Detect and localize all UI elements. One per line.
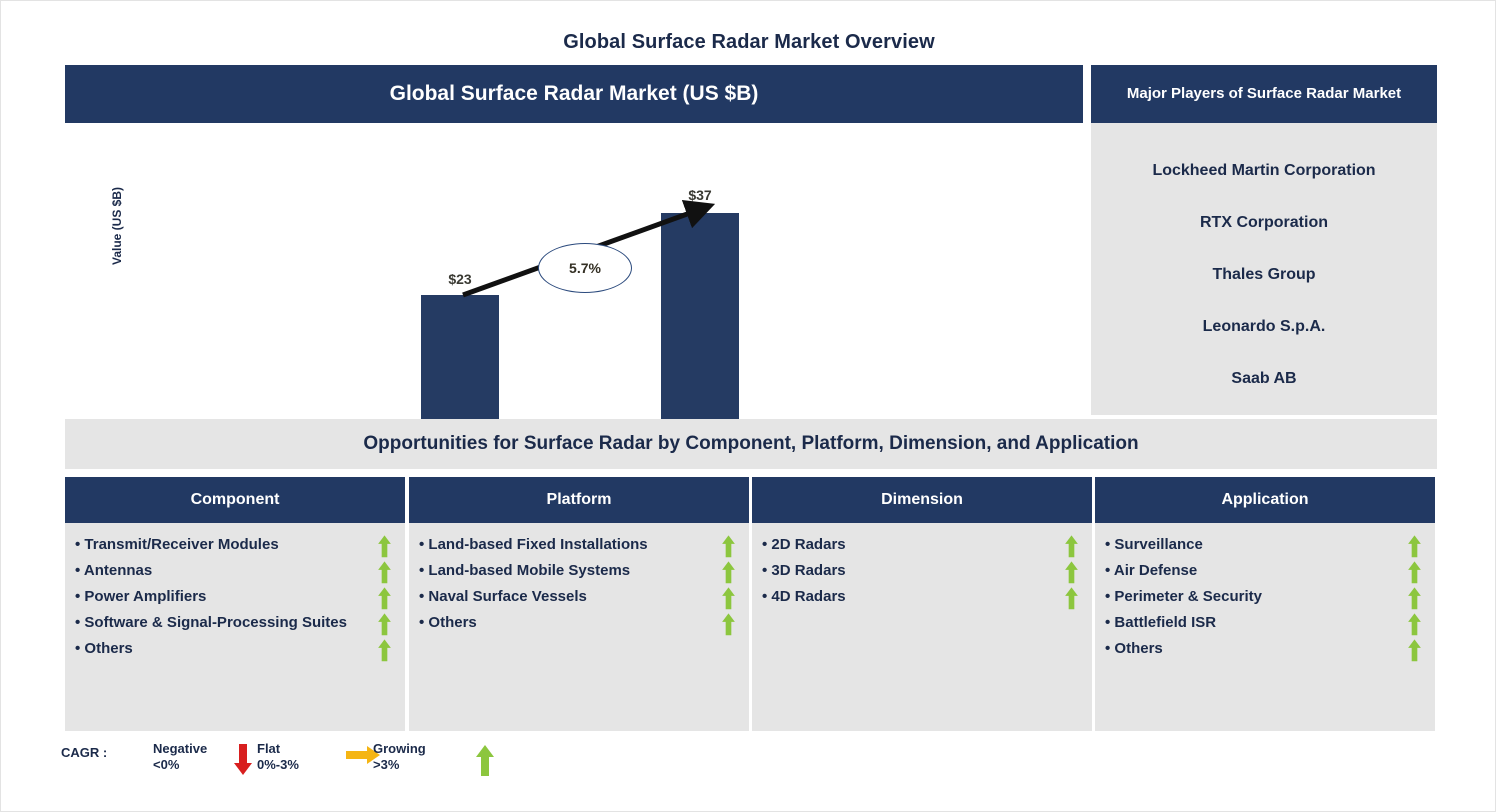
list-item-label: • Land-based Mobile Systems xyxy=(419,562,631,579)
legend-entry-flat: Flat 0%-3% xyxy=(257,741,299,774)
list-item: • Air Defense xyxy=(1103,560,1425,584)
cagr-callout: 5.7% xyxy=(538,243,632,293)
arrow-up-icon xyxy=(373,638,395,662)
list-item: • Power Amplifiers xyxy=(73,586,395,610)
list-item-label: • Air Defense xyxy=(1105,562,1198,579)
legend-entry-growing: Growing >3% xyxy=(373,741,426,774)
column-application: Application • Surveillance • Air Defense •… xyxy=(1095,477,1435,731)
opportunities-columns: Component • Transmit/Receiver Modules • A… xyxy=(65,477,1437,731)
legend-label: Negative xyxy=(153,741,208,756)
column-platform: Platform • Land-based Fixed Installation… xyxy=(409,477,749,731)
list-item: • Antennas xyxy=(73,560,395,584)
arrow-up-icon xyxy=(1060,586,1082,610)
list-item: • Perimeter & Security xyxy=(1103,586,1425,610)
list-item-label: • Naval Surface Vessels xyxy=(419,588,587,605)
arrow-up-icon xyxy=(1403,586,1425,610)
column-header: Application xyxy=(1095,477,1435,523)
arrow-up-icon xyxy=(476,745,494,776)
list-item-label: • Power Amplifiers xyxy=(75,588,207,605)
arrow-up-icon xyxy=(373,560,395,584)
list-item: Saab AB xyxy=(1231,370,1297,387)
column-header: Component xyxy=(65,477,405,523)
list-item: Thales Group xyxy=(1212,266,1316,283)
chart-y-axis-label: Value (US $B) xyxy=(110,186,124,266)
arrow-down-icon xyxy=(234,744,252,775)
bar-value-2026: $23 xyxy=(448,271,472,287)
arrow-up-icon xyxy=(717,612,739,636)
column-body: • Surveillance • Air Defense • Perimeter &… xyxy=(1095,523,1435,731)
list-item-label: • Battlefield ISR xyxy=(1105,614,1217,631)
list-item-label: • 2D Radars xyxy=(762,536,846,553)
legend-label: Growing xyxy=(373,741,426,756)
list-item: RTX Corporation xyxy=(1200,214,1328,231)
arrow-up-icon xyxy=(373,534,395,558)
legend-entry-negative: Negative <0% xyxy=(153,741,207,774)
list-item: • Others xyxy=(73,638,395,662)
cagr-legend: CAGR : Negative <0% Flat 0%-3% Growing >… xyxy=(61,741,581,791)
arrow-up-icon xyxy=(717,586,739,610)
list-item-label: • Land-based Fixed Installations xyxy=(419,536,648,553)
arrow-up-icon xyxy=(1403,638,1425,662)
list-item-label: • Others xyxy=(75,640,133,657)
list-item: • 3D Radars xyxy=(760,560,1082,584)
legend-range: <0% xyxy=(153,757,180,773)
major-players-panel: Major Players of Surface Radar Market Lo… xyxy=(1091,65,1437,415)
list-item: Leonardo S.p.A. xyxy=(1202,318,1326,335)
list-item: • Transmit/Receiver Modules xyxy=(73,534,395,558)
column-body: • Land-based Fixed Installations • Land-b… xyxy=(409,523,749,731)
market-chart-panel: Global Surface Radar Market (US $B) Valu… xyxy=(65,65,1083,467)
arrow-up-icon xyxy=(717,534,739,558)
list-item: • Land-based Mobile Systems xyxy=(417,560,739,584)
legend-range: 0%-3% xyxy=(257,757,299,773)
list-item: • Others xyxy=(417,612,739,636)
page-title: Global Surface Radar Market Overview xyxy=(563,31,935,53)
bar-value-2035: $37 xyxy=(688,187,712,203)
arrow-up-icon xyxy=(1060,534,1082,558)
arrow-up-icon xyxy=(373,586,395,610)
arrow-up-icon xyxy=(1403,534,1425,558)
column-header: Dimension xyxy=(752,477,1092,523)
list-item-label: • Perimeter & Security xyxy=(1105,588,1262,605)
legend-range: >3% xyxy=(373,757,400,773)
column-body: • 2D Radars • 3D Radars • 4D Radars xyxy=(752,523,1092,731)
cagr-legend-title: CAGR : xyxy=(61,745,108,760)
opportunities-banner: Opportunities for Surface Radar by Compo… xyxy=(65,419,1437,469)
arrow-up-icon xyxy=(373,612,395,636)
bar-2035 xyxy=(661,213,739,423)
arrow-up-icon xyxy=(717,560,739,584)
list-item: • 4D Radars xyxy=(760,586,1082,610)
list-item-label: • Transmit/Receiver Modules xyxy=(75,536,279,553)
list-item: • Others xyxy=(1103,638,1425,662)
major-players-list: Lockheed Martin Corporation RTX Corporat… xyxy=(1091,123,1437,415)
market-chart-plot: Value (US $B) $23 $37 2026 2035 5.7% Sou… xyxy=(65,123,1083,467)
list-item: • Battlefield ISR xyxy=(1103,612,1425,636)
arrow-right-icon xyxy=(346,746,380,764)
column-component: Component • Transmit/Receiver Modules • A… xyxy=(65,477,405,731)
list-item-label: • Software & Signal-Processing Suites xyxy=(75,614,347,631)
arrow-up-icon xyxy=(1060,560,1082,584)
legend-label: Flat xyxy=(257,741,281,756)
column-header: Platform xyxy=(409,477,749,523)
list-item: • Software & Signal-Processing Suites xyxy=(73,612,395,636)
bar-2026 xyxy=(421,295,499,423)
list-item: • 2D Radars xyxy=(760,534,1082,558)
list-item-label: • Others xyxy=(1105,640,1163,657)
column-body: • Transmit/Receiver Modules • Antennas • P… xyxy=(65,523,405,731)
list-item-label: • Antennas xyxy=(75,562,153,579)
list-item: • Naval Surface Vessels xyxy=(417,586,739,610)
major-players-header: Major Players of Surface Radar Market xyxy=(1091,65,1437,123)
column-dimension: Dimension • 2D Radars • 3D Radars • 4D Rad… xyxy=(752,477,1092,731)
market-chart-header: Global Surface Radar Market (US $B) xyxy=(65,65,1083,123)
list-item-label: • 4D Radars xyxy=(762,588,846,605)
list-item-label: • Surveillance xyxy=(1105,536,1203,553)
list-item: • Land-based Fixed Installations xyxy=(417,534,739,558)
list-item: • Surveillance xyxy=(1103,534,1425,558)
list-item-label: • 3D Radars xyxy=(762,562,846,579)
list-item: Lockheed Martin Corporation xyxy=(1152,162,1376,179)
list-item-label: • Others xyxy=(419,614,477,631)
arrow-up-icon xyxy=(1403,560,1425,584)
arrow-up-icon xyxy=(1403,612,1425,636)
